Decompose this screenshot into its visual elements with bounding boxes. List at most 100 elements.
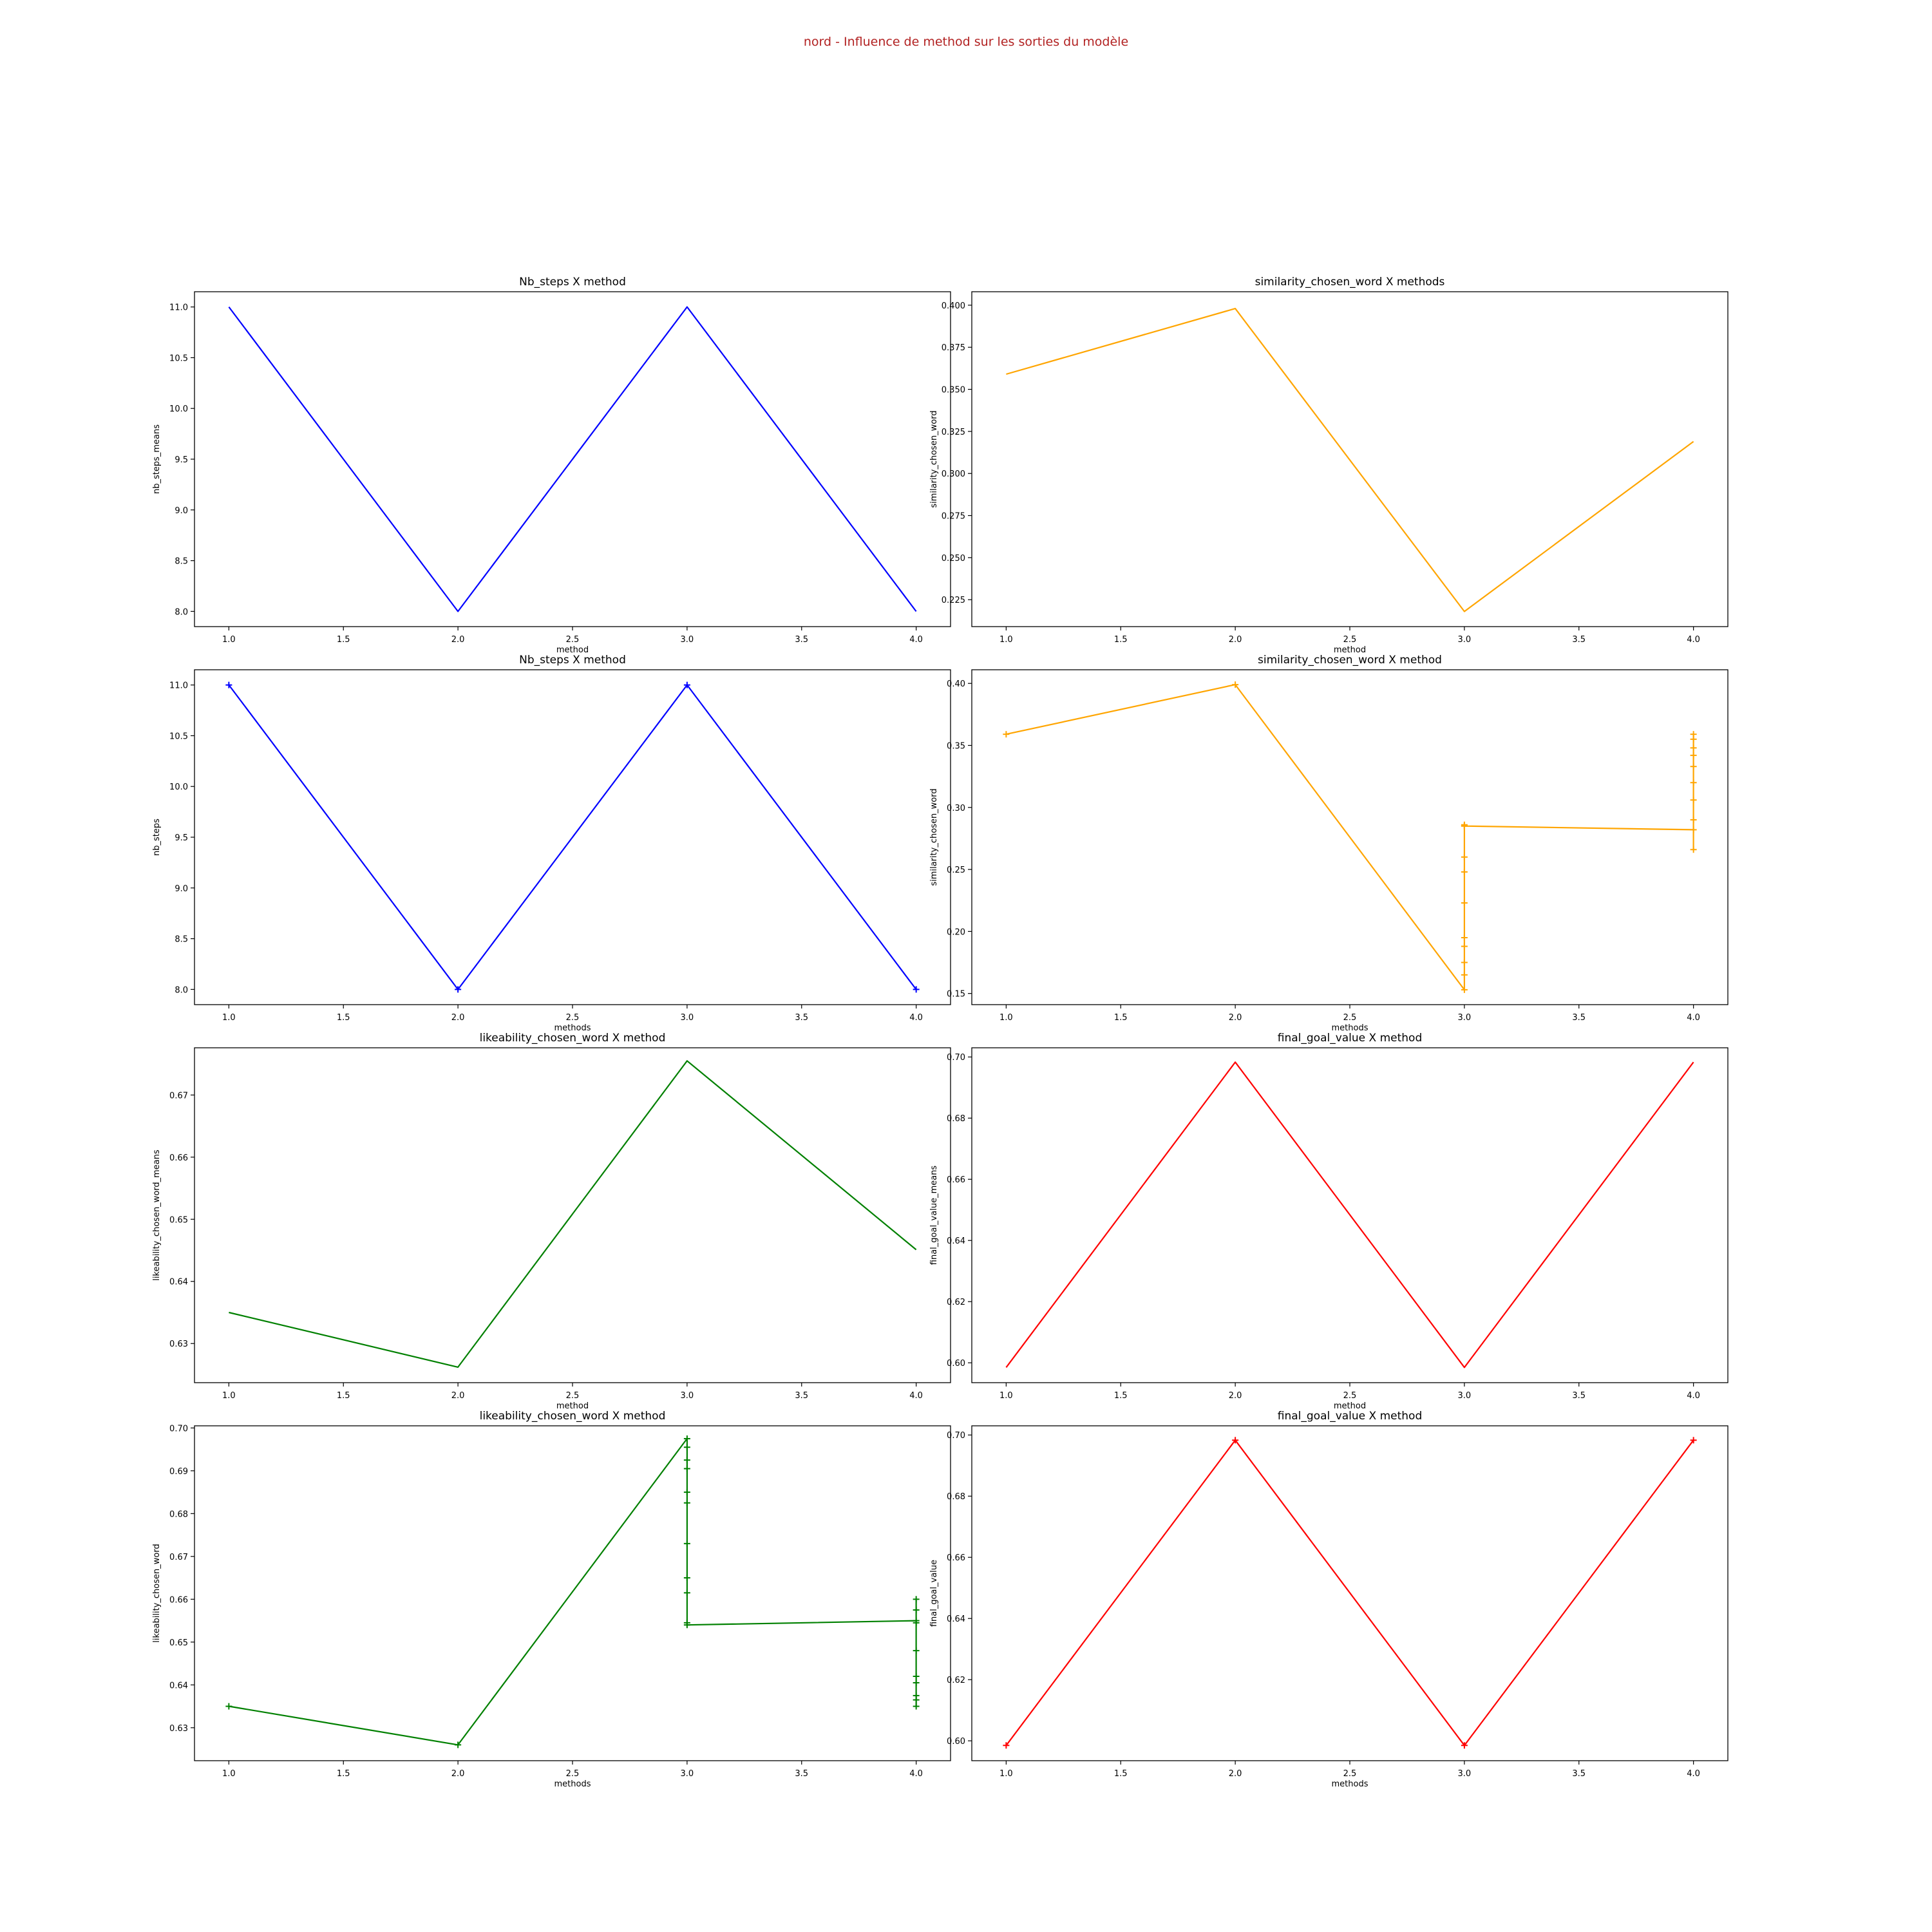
subplot-title: similarity_chosen_word X method — [1258, 654, 1442, 667]
y-tick-label: 10.5 — [169, 732, 188, 741]
data-point — [913, 1703, 920, 1710]
subplot-4: similarity_chosen_word X method 1.0 1.5 2.0… — [929, 654, 1728, 1033]
data-point — [913, 1596, 920, 1603]
y-tick-label: 0.400 — [942, 301, 965, 311]
y-axis-label: nb_steps — [152, 819, 162, 856]
y-tick-label: 0.66 — [169, 1595, 188, 1605]
series-line — [1005, 1061, 1694, 1368]
y-tick-label: 0.64 — [947, 1615, 965, 1624]
x-tick-label: 4.0 — [1687, 1769, 1700, 1779]
data-point — [1461, 971, 1468, 978]
x-tick-label: 3.0 — [1458, 635, 1472, 645]
x-tick-label: 1.0 — [222, 1013, 236, 1023]
x-tick-label: 3.0 — [681, 635, 694, 645]
y-axis-label: similarity_chosen_word — [929, 788, 939, 886]
subplot-3: Nb_steps X method 1.0 1.5 2.0 2.5 3.0 3.5 4.0 8.… — [152, 654, 951, 1033]
data-point — [1690, 763, 1697, 770]
x-tick-label: 3.0 — [1458, 1013, 1472, 1023]
data-point — [1461, 853, 1468, 860]
x-tick-label: 3.0 — [1458, 1769, 1472, 1779]
x-tick-label: 2.5 — [566, 1013, 580, 1023]
x-axis-label: method — [556, 1401, 589, 1411]
series-line — [228, 684, 917, 990]
y-tick-label: 0.70 — [169, 1424, 188, 1434]
x-tick-label: 2.0 — [1229, 1391, 1242, 1401]
x-tick-label: 1.5 — [337, 635, 350, 645]
data-point — [1690, 1437, 1697, 1444]
data-point — [683, 681, 690, 688]
plot-frame — [194, 1425, 951, 1761]
y-tick-label: 8.0 — [175, 985, 188, 995]
data-point — [225, 1703, 232, 1710]
subplot-6: final_goal_value X method 1.0 1.5 2.0 2.5 3.0… — [929, 1032, 1728, 1411]
x-axis-label: methods — [554, 1779, 591, 1789]
x-axis-label: methods — [1332, 1779, 1368, 1789]
y-tick-label: 0.350 — [942, 386, 965, 395]
data-point — [683, 1499, 690, 1506]
series-line — [1006, 308, 1694, 612]
x-tick-label: 3.5 — [1572, 635, 1586, 645]
series-line — [1005, 1439, 1694, 1747]
y-tick-label: 0.375 — [942, 343, 965, 353]
x-tick-label: 1.0 — [999, 635, 1013, 645]
data-point — [1003, 731, 1010, 738]
x-tick-label: 1.0 — [222, 635, 236, 645]
x-tick-label: 4.0 — [909, 1013, 923, 1023]
x-tick-label: 3.5 — [1572, 1013, 1586, 1023]
x-tick-label: 2.0 — [451, 1769, 465, 1779]
y-tick-label: 0.60 — [947, 1359, 965, 1368]
x-tick-label: 3.5 — [795, 635, 808, 645]
y-tick-label: 0.69 — [169, 1467, 188, 1477]
data-point — [683, 1540, 690, 1547]
y-tick-label: 0.62 — [947, 1298, 965, 1307]
y-tick-label: 11.0 — [169, 681, 188, 691]
data-point — [683, 1489, 690, 1496]
y-tick-label: 0.15 — [947, 990, 965, 999]
y-tick-label: 0.68 — [947, 1114, 965, 1124]
x-tick-label: 2.5 — [1343, 1013, 1357, 1023]
data-point — [683, 1457, 690, 1464]
x-tick-label: 4.0 — [909, 1769, 923, 1779]
subplot-7: likeability_chosen_word X method 1.0 1.5 2.… — [152, 1410, 951, 1789]
x-tick-label: 2.0 — [451, 1391, 465, 1401]
y-tick-label: 0.25 — [947, 866, 965, 875]
y-tick-label: 0.325 — [942, 428, 965, 437]
data-point — [683, 1622, 690, 1629]
data-point — [1690, 744, 1697, 752]
x-tick-label: 1.0 — [999, 1013, 1013, 1023]
y-tick-label: 0.65 — [169, 1215, 188, 1225]
data-point — [683, 1575, 690, 1582]
data-point — [683, 1444, 690, 1451]
y-tick-label: 0.64 — [169, 1278, 188, 1287]
x-tick-label: 3.0 — [681, 1013, 694, 1023]
y-tick-label: 0.67 — [169, 1091, 188, 1101]
data-point — [1690, 797, 1697, 804]
y-tick-label: 0.66 — [947, 1175, 965, 1185]
y-tick-label: 0.60 — [947, 1737, 965, 1747]
subplot-title: likeability_chosen_word X method — [480, 1410, 666, 1423]
data-point — [225, 681, 232, 688]
series-line — [1006, 683, 1694, 991]
x-tick-label: 1.0 — [999, 1769, 1013, 1779]
data-point — [1003, 1742, 1010, 1749]
data-point — [1461, 868, 1468, 875]
data-point — [913, 1679, 920, 1686]
x-axis-label: method — [556, 645, 589, 655]
x-tick-label: 1.5 — [1114, 1391, 1128, 1401]
y-tick-label: 0.68 — [947, 1492, 965, 1502]
x-tick-label: 4.0 — [1687, 1013, 1700, 1023]
y-axis-label: likeability_chosen_word — [152, 1544, 162, 1642]
y-tick-label: 9.5 — [175, 455, 188, 465]
y-tick-label: 0.67 — [169, 1553, 188, 1562]
x-tick-label: 3.5 — [795, 1769, 808, 1779]
figure-title: nord - Influence de method sur les sorti… — [803, 35, 1129, 49]
data-point — [1690, 752, 1697, 759]
data-point — [683, 1435, 690, 1442]
x-tick-label: 3.5 — [795, 1013, 808, 1023]
data-point — [913, 986, 920, 993]
x-tick-label: 2.5 — [1343, 1391, 1357, 1401]
y-tick-label: 0.64 — [947, 1236, 965, 1246]
x-tick-label: 2.5 — [566, 1391, 580, 1401]
y-tick-label: 0.250 — [942, 554, 965, 564]
